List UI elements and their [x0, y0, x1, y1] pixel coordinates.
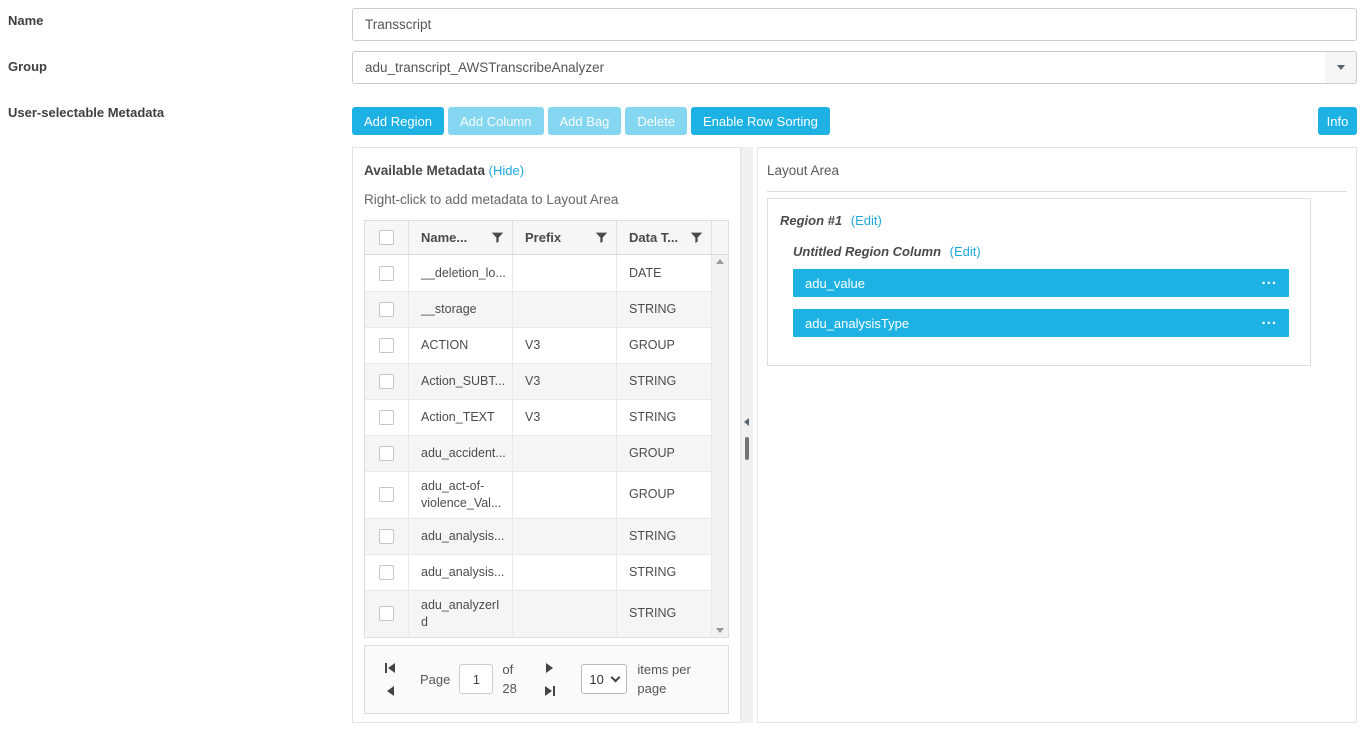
metadata-toolbar: Add Region Add Column Add Bag Delete Ena… [352, 107, 830, 135]
dropdown-arrow-icon[interactable] [1325, 52, 1356, 83]
items-per-page-value: 10 [589, 671, 604, 687]
table-row[interactable]: adu_analyzerId STRING [365, 589, 712, 637]
more-options-icon[interactable]: ... [1261, 271, 1277, 288]
vertical-scrollbar[interactable] [712, 255, 728, 637]
name-label: Name [8, 13, 44, 28]
group-dropdown-value: adu_transcript_AWSTranscribeAnalyzer [365, 60, 605, 75]
row-checkbox[interactable] [379, 410, 394, 425]
layout-area-title: Layout Area [767, 163, 840, 178]
items-per-page-select[interactable]: 10 [581, 664, 628, 694]
grid-pager: Page of 28 10 items per page [364, 644, 729, 714]
row-checkbox[interactable] [379, 374, 394, 389]
scroll-up-icon[interactable] [716, 259, 724, 264]
enable-row-sorting-button[interactable]: Enable Row Sorting [690, 107, 830, 135]
splitter-grip[interactable] [745, 437, 749, 460]
prev-page-icon[interactable] [386, 685, 395, 696]
metadata-bars: adu_value ... adu_analysisType ... [793, 269, 1298, 337]
more-options-icon[interactable]: ... [1261, 311, 1277, 328]
name-input[interactable] [352, 8, 1357, 41]
table-row[interactable]: adu_analysis... STRING [365, 553, 712, 590]
panel-splitter[interactable] [741, 147, 753, 723]
row-checkbox[interactable] [379, 338, 394, 353]
edit-column-link[interactable]: (Edit) [949, 244, 981, 259]
filter-icon[interactable] [595, 231, 608, 244]
hide-link[interactable]: (Hide) [488, 163, 525, 178]
collapse-splitter-icon[interactable] [744, 418, 749, 426]
table-row[interactable]: adu_accident... GROUP [365, 435, 712, 471]
delete-button[interactable]: Delete [625, 107, 687, 135]
column-header-data-type: Data T... [629, 230, 679, 245]
region-box: Region #1 (Edit) Untitled Region Column … [767, 198, 1311, 366]
row-checkbox[interactable] [379, 446, 394, 461]
row-checkbox[interactable] [379, 564, 394, 580]
grid-body: __deletion_lo... DATE __storage STRING A… [365, 255, 728, 637]
layout-area-panel: Layout Area Region #1 (Edit) Untitled Re… [757, 147, 1357, 723]
items-per-page-label: items per page [637, 661, 691, 697]
table-row[interactable]: ACTION V3 GROUP [365, 327, 712, 363]
row-checkbox[interactable] [379, 606, 394, 622]
right-click-hint: Right-click to add metadata to Layout Ar… [364, 192, 619, 207]
first-page-icon[interactable] [385, 662, 396, 673]
row-checkbox[interactable] [379, 265, 394, 281]
column-header-name: Name... [421, 230, 468, 245]
page-count-label: of 28 [502, 661, 517, 697]
region-column-title: Untitled Region Column [793, 244, 942, 259]
info-button[interactable]: Info [1318, 107, 1357, 135]
table-row[interactable]: __deletion_lo... DATE [365, 255, 712, 291]
table-row[interactable]: adu_act-of-violence_Val... GROUP [365, 471, 712, 518]
divider [767, 191, 1347, 192]
grid-header-row: Name... Prefix Data T... [365, 221, 728, 255]
filter-icon[interactable] [690, 231, 703, 244]
available-metadata-panel: Available Metadata (Hide) Right-click to… [352, 147, 741, 723]
table-row[interactable]: Action_SUBT... V3 STRING [365, 363, 712, 399]
row-checkbox[interactable] [379, 487, 394, 503]
last-page-icon[interactable] [544, 685, 556, 696]
row-checkbox[interactable] [379, 302, 394, 317]
region-column-section: Untitled Region Column (Edit) adu_value … [793, 244, 1298, 337]
layout-item-adu-analysistype[interactable]: adu_analysisType ... [793, 309, 1289, 337]
page-label: Page [420, 671, 451, 687]
add-region-button[interactable]: Add Region [352, 107, 444, 135]
select-chevron-icon [610, 672, 621, 683]
page-number-input[interactable] [459, 664, 494, 694]
region-title-row: Region #1 (Edit) [780, 213, 1298, 228]
table-row[interactable]: __storage STRING [365, 291, 712, 327]
group-label: Group [8, 59, 47, 74]
user-selectable-metadata-label: User-selectable Metadata [8, 105, 165, 120]
region-title: Region #1 [780, 213, 843, 228]
row-checkbox[interactable] [379, 528, 394, 544]
metadata-grid: Name... Prefix Data T... [364, 220, 729, 638]
edit-region-link[interactable]: (Edit) [850, 213, 882, 228]
filter-icon[interactable] [491, 231, 504, 244]
table-row[interactable]: adu_analysis... STRING [365, 517, 712, 554]
add-bag-button[interactable]: Add Bag [547, 107, 622, 135]
available-metadata-title: Available Metadata [364, 163, 486, 178]
select-all-checkbox[interactable] [379, 230, 394, 245]
layout-item-adu-value[interactable]: adu_value ... [793, 269, 1289, 297]
table-row[interactable]: Action_TEXT V3 STRING [365, 399, 712, 435]
column-header-prefix: Prefix [525, 230, 562, 245]
add-column-button[interactable]: Add Column [447, 107, 544, 135]
group-dropdown[interactable]: adu_transcript_AWSTranscribeAnalyzer [352, 51, 1357, 84]
scroll-down-icon[interactable] [716, 627, 724, 633]
next-page-icon[interactable] [545, 662, 554, 673]
